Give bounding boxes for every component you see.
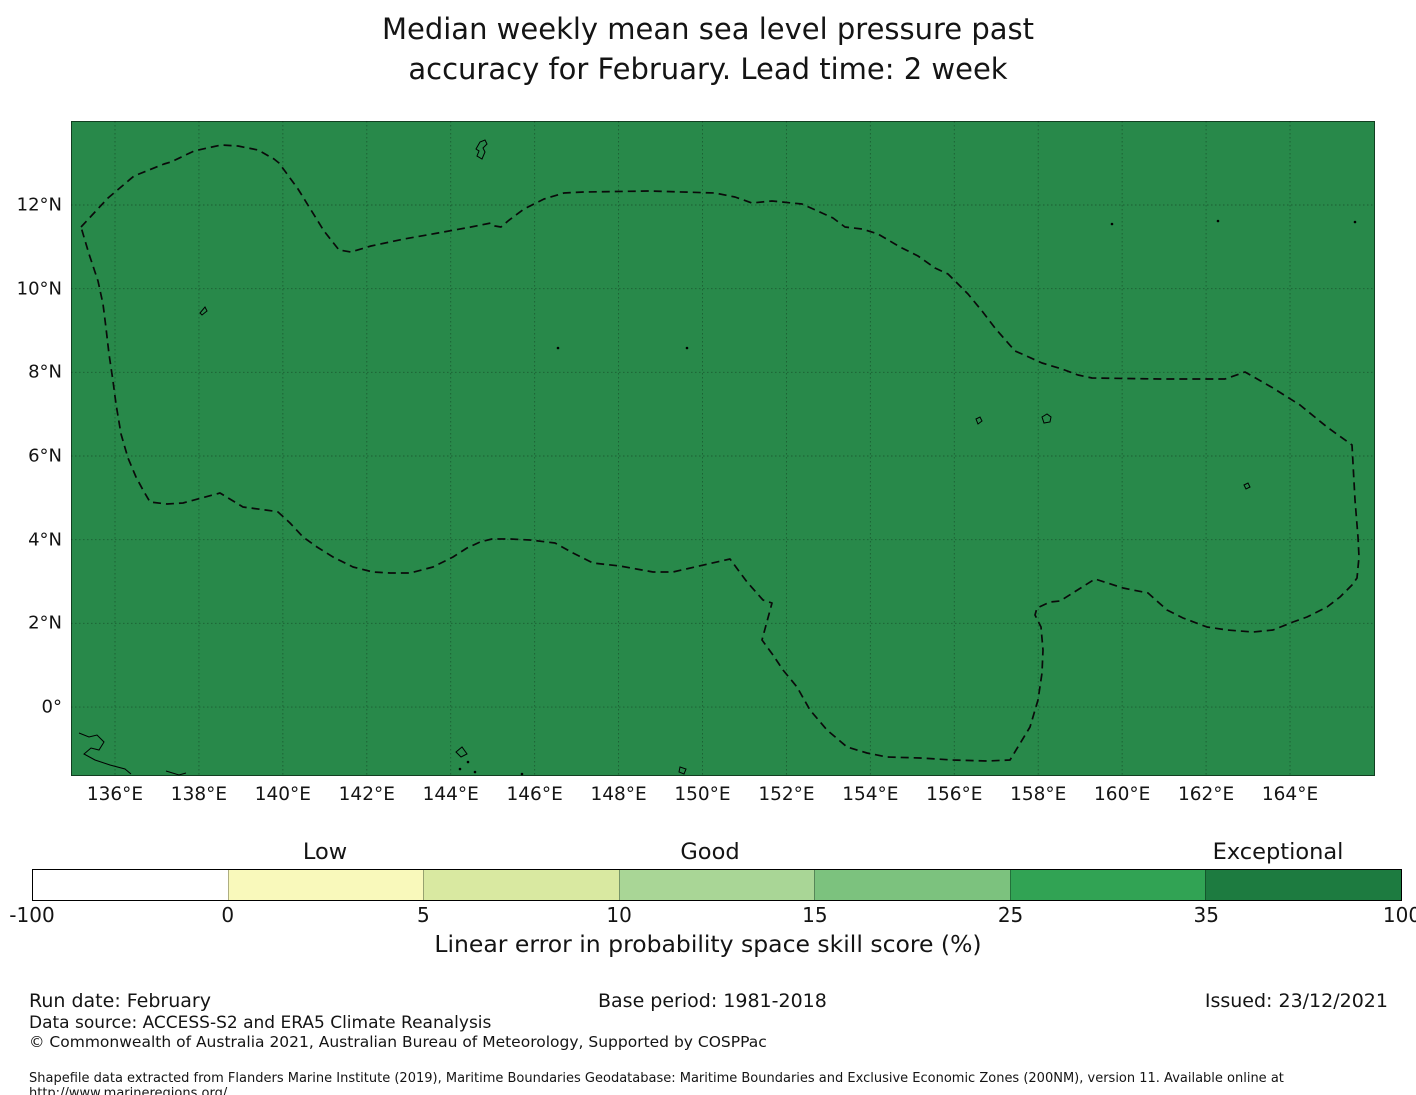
x-tick-label: 162°E xyxy=(1177,784,1235,805)
island-pohnpei xyxy=(1041,413,1052,424)
chart-title-line1: Median weekly mean sea level pressure pa… xyxy=(381,12,1035,46)
map-fill xyxy=(71,121,1375,776)
x-tick-label: 148°E xyxy=(590,784,647,805)
colorbar-ticks: -100 0 5 10 15 25 35 100 xyxy=(0,903,1416,929)
graticule xyxy=(71,121,1375,776)
colorbar-category-label: Low xyxy=(302,839,348,865)
data-source-text: Data source: ACCESS-S2 and ERA5 Climate … xyxy=(29,1013,492,1033)
island-yap xyxy=(199,306,208,316)
colorbar xyxy=(32,869,1402,901)
colorbar-segment xyxy=(33,870,228,900)
x-tick-label: 138°E xyxy=(170,784,228,805)
colorbar-tick-label: 35 xyxy=(1193,903,1220,927)
copyright-text: © Commonwealth of Australia 2021, Austra… xyxy=(29,1033,767,1051)
island-dot xyxy=(685,346,689,350)
chart-title-line2: accuracy for February. Lead time: 2 week xyxy=(408,52,1008,86)
y-tick-label: 6°N xyxy=(28,445,62,467)
island-coastlines xyxy=(78,139,1357,776)
island-dot xyxy=(1110,222,1114,226)
island-dot xyxy=(473,770,477,774)
colorbar-tick-label: 5 xyxy=(417,903,430,927)
x-tick-label: 150°E xyxy=(674,784,731,805)
shapefile-note-text: Shapefile data extracted from Flanders M… xyxy=(29,1071,1284,1095)
island-dot xyxy=(466,760,470,764)
y-tick-label: 2°N xyxy=(28,612,62,634)
x-tick-label: 154°E xyxy=(842,784,899,805)
colorbar-segment xyxy=(618,870,815,900)
colorbar-tick-label: 100 xyxy=(1382,903,1416,927)
island-dot xyxy=(1353,220,1357,224)
island-dot xyxy=(458,767,462,771)
x-tick-label: 152°E xyxy=(758,784,815,805)
y-tick-label: 4°N xyxy=(28,529,62,551)
colorbar-tick-label: 15 xyxy=(802,903,828,927)
island-guam xyxy=(475,139,488,160)
x-tick-label: 164°E xyxy=(1261,784,1319,805)
x-axis: 136°E 138°E 140°E 142°E 144°E 146°E 148°E 150°E… xyxy=(71,784,1375,812)
island-kosrae xyxy=(1243,482,1251,490)
island-hook-island xyxy=(678,766,687,775)
y-tick-label: 8°N xyxy=(28,361,62,383)
colorbar-segment xyxy=(227,870,424,900)
run-date-text: Run date: February xyxy=(29,990,211,1012)
colorbar-segment xyxy=(1205,870,1402,900)
colorbar-tick-label: 0 xyxy=(221,903,235,927)
x-tick-label: 158°E xyxy=(1010,784,1067,805)
eez-boundary xyxy=(80,144,1360,762)
island-chuuk-atoll xyxy=(975,416,983,425)
island-new-britain-coast xyxy=(78,732,132,775)
issued-date-text: Issued: 23/12/2021 xyxy=(1204,990,1388,1012)
colorbar-category-label: Good xyxy=(680,839,740,865)
colorbar-tick-label: -100 xyxy=(9,903,55,927)
y-tick-label: 12°N xyxy=(16,194,62,216)
x-tick-label: 136°E xyxy=(86,784,144,805)
x-tick-label: 140°E xyxy=(254,784,311,805)
x-tick-label: 144°E xyxy=(422,784,479,805)
colorbar-segment xyxy=(1009,870,1206,900)
base-period-text: Base period: 1981-2018 xyxy=(598,990,827,1012)
map-canvas xyxy=(71,121,1375,776)
y-tick-label: 0° xyxy=(41,696,62,718)
colorbar-category-label: Exceptional xyxy=(1212,839,1344,865)
x-tick-label: 142°E xyxy=(338,784,395,805)
chart-title: Median weekly mean sea level pressure pa… xyxy=(0,9,1416,89)
island-dot xyxy=(1216,219,1220,223)
island-manus-island xyxy=(455,746,468,758)
colorbar-segment xyxy=(814,870,1010,900)
x-tick-label: 146°E xyxy=(506,784,563,805)
island-dot xyxy=(520,772,524,776)
island-dot xyxy=(556,346,560,350)
x-tick-label: 160°E xyxy=(1094,784,1151,805)
y-tick-label: 10°N xyxy=(16,278,62,300)
colorbar-caption: Linear error in probability space skill … xyxy=(434,930,982,958)
colorbar-category-labels: Low Good Exceptional xyxy=(0,839,1416,867)
colorbar-tick-label: 25 xyxy=(997,903,1024,927)
colorbar-segment xyxy=(423,870,619,900)
y-axis: 12°N 10°N 8°N 6°N 4°N 2°N 0° xyxy=(0,121,62,776)
colorbar-tick-label: 10 xyxy=(606,903,632,927)
map-frame xyxy=(71,121,1375,776)
x-tick-label: 156°E xyxy=(926,784,983,805)
map-plot xyxy=(71,121,1375,776)
